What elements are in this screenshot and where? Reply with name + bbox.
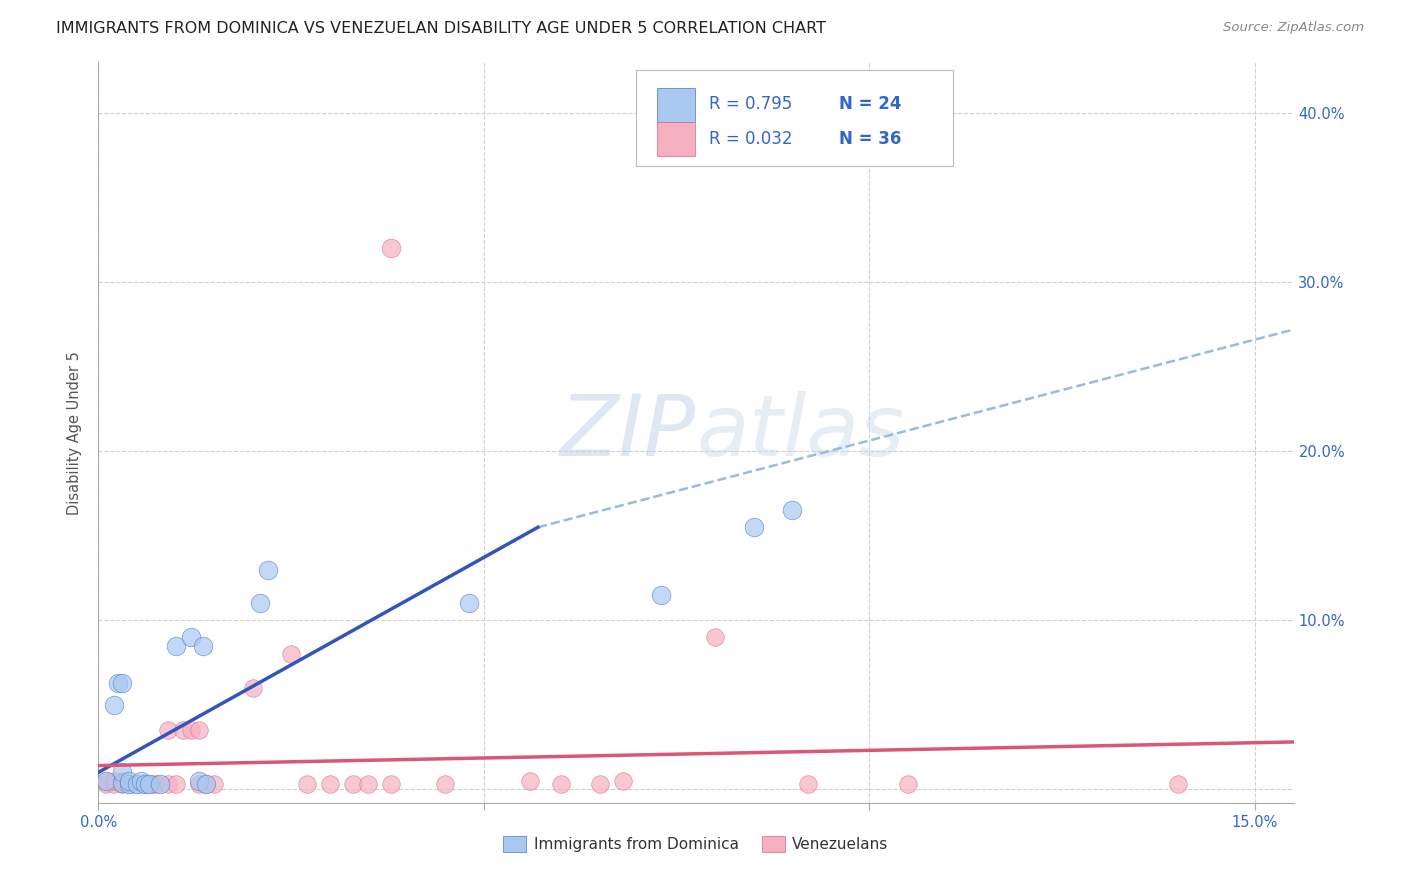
Point — [187, 777, 209, 791]
Point — [172, 723, 194, 738]
Point — [797, 777, 820, 791]
Bar — [657, 87, 695, 122]
Point — [94, 773, 117, 788]
Y-axis label: Disability Age Under 5: Disability Age Under 5 — [67, 351, 83, 515]
Point — [107, 675, 129, 690]
Point — [280, 647, 302, 661]
Point — [118, 777, 141, 791]
Point — [156, 723, 179, 738]
Point — [141, 777, 163, 791]
Bar — [657, 122, 695, 156]
Point — [457, 596, 479, 610]
Point — [118, 777, 141, 791]
Point — [1167, 777, 1189, 791]
Point — [94, 773, 117, 788]
Point — [588, 777, 610, 791]
Point — [242, 681, 264, 695]
Point — [195, 777, 218, 791]
Point — [118, 773, 141, 788]
Text: IMMIGRANTS FROM DOMINICA VS VENEZUELAN DISABILITY AGE UNDER 5 CORRELATION CHART: IMMIGRANTS FROM DOMINICA VS VENEZUELAN D… — [56, 21, 827, 36]
Point — [125, 777, 148, 791]
Text: atlas: atlas — [696, 391, 904, 475]
Point — [138, 777, 160, 791]
Point — [612, 773, 634, 788]
Point — [191, 639, 214, 653]
Text: R = 0.795: R = 0.795 — [709, 95, 793, 113]
Point — [94, 777, 117, 791]
Point — [550, 777, 572, 791]
Point — [103, 773, 125, 788]
Text: R = 0.032: R = 0.032 — [709, 129, 793, 148]
Point — [110, 777, 132, 791]
Point — [742, 520, 765, 534]
Point — [342, 777, 364, 791]
Point — [165, 777, 187, 791]
Point — [782, 503, 804, 517]
Point — [249, 596, 271, 610]
Point — [134, 777, 156, 791]
Text: ZIP: ZIP — [560, 391, 696, 475]
Point — [319, 777, 342, 791]
Point — [519, 773, 541, 788]
Point — [110, 773, 132, 788]
Point — [134, 777, 156, 791]
Point — [357, 777, 380, 791]
Point — [125, 777, 148, 791]
Point — [129, 773, 152, 788]
Point — [156, 777, 179, 791]
FancyBboxPatch shape — [637, 70, 953, 166]
Point — [180, 630, 202, 644]
Point — [110, 775, 132, 789]
Point — [295, 777, 318, 791]
Point — [103, 777, 125, 791]
Point — [195, 777, 218, 791]
Point — [165, 639, 187, 653]
Text: N = 36: N = 36 — [839, 129, 901, 148]
Point — [650, 588, 672, 602]
Point — [110, 765, 132, 780]
Point — [897, 777, 920, 791]
Text: Source: ZipAtlas.com: Source: ZipAtlas.com — [1223, 21, 1364, 34]
Point — [149, 777, 172, 791]
Point — [434, 777, 457, 791]
Point — [103, 698, 125, 712]
Point — [110, 675, 132, 690]
Point — [187, 773, 209, 788]
Point — [145, 777, 167, 791]
Point — [202, 777, 225, 791]
Point — [257, 562, 280, 576]
Legend: Immigrants from Dominica, Venezuelans: Immigrants from Dominica, Venezuelans — [498, 830, 894, 858]
Text: N = 24: N = 24 — [839, 95, 901, 113]
Point — [180, 723, 202, 738]
Point — [380, 777, 402, 791]
Point — [187, 723, 209, 738]
Point — [704, 630, 727, 644]
Point — [380, 241, 402, 255]
